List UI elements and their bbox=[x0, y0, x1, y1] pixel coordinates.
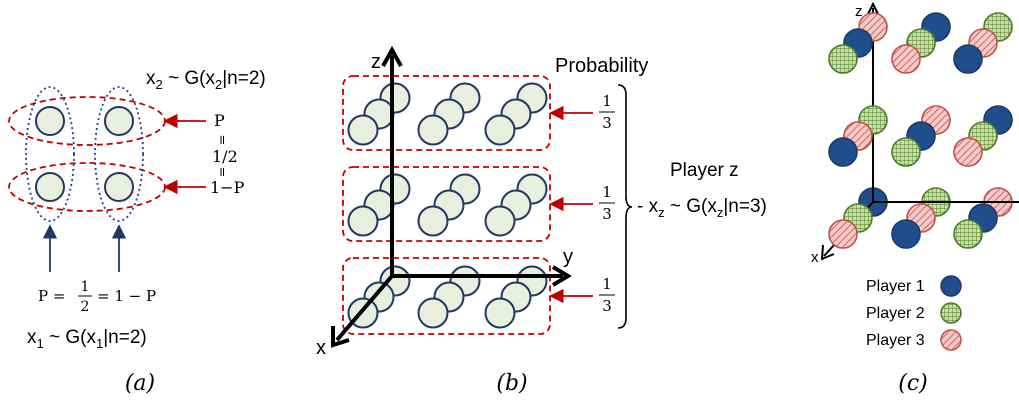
svg-text:1: 1 bbox=[602, 183, 612, 201]
x2-distribution-label: x2 ~ G(x2|n=2) bbox=[146, 68, 266, 92]
xz-distribution-label: - xz ~ G(xz|n=3) bbox=[637, 196, 767, 220]
player-token bbox=[953, 219, 983, 249]
svg-text:3: 3 bbox=[602, 114, 612, 132]
column-ellipse-right bbox=[94, 86, 144, 222]
svg-text:1: 1 bbox=[602, 275, 612, 293]
fraction-top: 1 3 bbox=[599, 92, 615, 132]
half-label: 1/2 bbox=[212, 147, 238, 166]
c-z-arrowhead bbox=[866, 1, 880, 17]
axis-y-label: y bbox=[563, 246, 573, 268]
curly-brace bbox=[617, 84, 633, 329]
token-circle bbox=[484, 114, 516, 146]
token-circle bbox=[104, 172, 134, 202]
layer-box-top bbox=[342, 75, 551, 151]
player-token bbox=[891, 44, 921, 74]
token-circle bbox=[347, 114, 379, 146]
panel-b-caption: (b) bbox=[496, 371, 527, 396]
token-circle bbox=[417, 297, 449, 329]
p-formula-right: = 1 − P bbox=[97, 287, 156, 305]
player-token bbox=[828, 44, 858, 74]
p-top-label: P bbox=[214, 111, 225, 130]
token-circle bbox=[347, 205, 379, 237]
fraction-bottom: 1 3 bbox=[599, 275, 615, 315]
probability-label: Probability bbox=[555, 55, 648, 77]
player-z-label: Player z bbox=[670, 160, 739, 181]
z-axis-arrowhead bbox=[381, 45, 403, 67]
svg-text:3: 3 bbox=[602, 297, 612, 315]
player-token bbox=[953, 44, 983, 74]
layer-box-middle bbox=[342, 166, 551, 242]
panel-c-caption: (c) bbox=[898, 371, 928, 396]
legend-label-player-3: Player 3 bbox=[866, 332, 925, 349]
player-token bbox=[828, 219, 858, 249]
legend-swatch-player-2 bbox=[940, 302, 962, 324]
player-token bbox=[891, 137, 921, 167]
svg-text:1: 1 bbox=[602, 92, 612, 110]
p-frac-den: 2 bbox=[81, 299, 90, 315]
eq-top-label: = bbox=[214, 135, 229, 146]
x1-distribution-label: x1 ~ G(x1|n=2) bbox=[27, 327, 147, 351]
one-minus-p-label: 1−P bbox=[210, 178, 245, 197]
token-circle bbox=[35, 172, 65, 202]
x-axis bbox=[335, 274, 394, 342]
player-token bbox=[828, 137, 858, 167]
c-axis-x-label: x bbox=[811, 249, 819, 266]
panel-a: x2 ~ G(x2|n=2) P = 1/2 = 1−P P = 1 2 = 1… bbox=[8, 68, 266, 396]
legend-swatch-player-1 bbox=[940, 275, 962, 297]
legend-label-player-2: Player 2 bbox=[866, 305, 925, 322]
token-circle bbox=[484, 297, 516, 329]
column-ellipse-left bbox=[25, 86, 75, 222]
axis-z-label: z bbox=[371, 51, 381, 73]
legend-swatch-player-3 bbox=[940, 329, 962, 351]
x-axis-arrowhead bbox=[331, 326, 350, 348]
panel-c: z x Player 1 Player 2 Player 3 (c) bbox=[811, 1, 1019, 396]
y-axis-arrowhead bbox=[551, 265, 572, 287]
axis-x-label: x bbox=[316, 337, 326, 359]
panel-c-tokens-front bbox=[828, 12, 1013, 249]
token-circle bbox=[417, 114, 449, 146]
player-token bbox=[953, 137, 983, 167]
svg-text:3: 3 bbox=[602, 205, 612, 223]
token-circle bbox=[35, 106, 65, 136]
token-circle bbox=[104, 106, 134, 136]
p-frac-num: 1 bbox=[81, 279, 90, 295]
player-token bbox=[891, 219, 921, 249]
c-x-arrowhead bbox=[820, 244, 835, 261]
fraction-middle: 1 3 bbox=[599, 183, 615, 223]
panel-a-caption: (a) bbox=[125, 371, 155, 396]
token-circle bbox=[417, 205, 449, 237]
p-formula-left: P = bbox=[38, 287, 65, 305]
panel-b-tokens bbox=[347, 82, 548, 329]
eq-bottom-label: = bbox=[214, 167, 229, 178]
token-circle bbox=[484, 205, 516, 237]
panel-b: z y x Probability 1 3 1 3 1 3 Player z -… bbox=[316, 45, 767, 396]
c-axis-z-label: z bbox=[855, 3, 863, 20]
legend: Player 1 Player 2 Player 3 bbox=[866, 275, 962, 351]
legend-label-player-1: Player 1 bbox=[866, 278, 925, 295]
